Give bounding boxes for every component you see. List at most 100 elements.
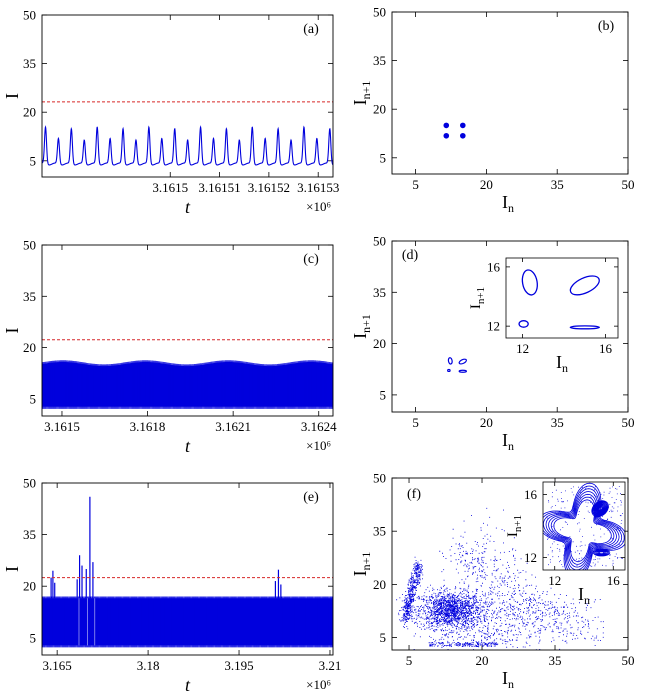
label-base: I bbox=[578, 584, 584, 604]
x-tick-label: 50 bbox=[622, 177, 635, 192]
label-sub: n bbox=[562, 361, 568, 375]
y-tick-label: 5 bbox=[380, 150, 387, 165]
panel-label: (b) bbox=[598, 19, 615, 34]
x-tick-label: 35 bbox=[551, 415, 564, 430]
y-tick-label: 16 bbox=[524, 487, 538, 502]
x-tick-label: 50 bbox=[622, 415, 635, 430]
plot-area bbox=[396, 507, 604, 650]
plot-area bbox=[42, 101, 333, 166]
panel-e: 3.165 3.18 3.195 3.21 5 20 35 50 (e) t I ×10⁶ bbox=[2, 476, 341, 696]
inset-loop bbox=[521, 269, 538, 296]
y-tick-label: 20 bbox=[23, 105, 36, 120]
y-tick-label: 12 bbox=[487, 319, 500, 334]
y-tick-label: 50 bbox=[373, 5, 386, 20]
y-tick-label: 50 bbox=[23, 238, 36, 253]
y-tick-label: 20 bbox=[373, 102, 386, 117]
y-tick-label: 16 bbox=[487, 259, 501, 274]
y-tick-label: 35 bbox=[373, 524, 386, 539]
map-point bbox=[460, 132, 466, 139]
inset-loop bbox=[569, 275, 600, 296]
axes-frame bbox=[391, 11, 629, 175]
y-tick-label: 5 bbox=[30, 153, 37, 168]
inset-x-label: In bbox=[556, 352, 568, 375]
map-point bbox=[443, 122, 450, 129]
y-axis-label: In+1 bbox=[350, 552, 373, 577]
label-base: I bbox=[350, 570, 370, 576]
inset-frame bbox=[542, 481, 626, 571]
map-loop bbox=[458, 358, 468, 365]
label-sub: n bbox=[508, 677, 514, 691]
y-tick-label: 50 bbox=[23, 476, 36, 491]
panel-label: (e) bbox=[303, 490, 319, 505]
x-tick-label: 3.16152 bbox=[248, 180, 290, 195]
map-point bbox=[460, 122, 466, 129]
series-spikes bbox=[42, 596, 333, 648]
inset-plot bbox=[518, 269, 600, 330]
label-base: I bbox=[350, 99, 370, 105]
inset-loop bbox=[518, 320, 529, 328]
y-tick-label: 20 bbox=[23, 340, 36, 355]
y-tick-label: 12 bbox=[524, 550, 537, 565]
y-tick-label: 35 bbox=[23, 527, 36, 542]
panel-label: (c) bbox=[303, 252, 319, 267]
axes-frame bbox=[41, 244, 334, 417]
x-exponent: ×10⁶ bbox=[306, 438, 331, 453]
axes-frame bbox=[41, 482, 334, 656]
x-exponent: ×10⁶ bbox=[306, 677, 331, 692]
map-loop bbox=[458, 369, 468, 373]
x-axis-label: t bbox=[185, 675, 191, 695]
inset-frame bbox=[505, 257, 619, 339]
x-tick-label: 3.1615 bbox=[152, 180, 188, 195]
y-tick-label: 20 bbox=[373, 336, 386, 351]
x-tick-label: 35 bbox=[551, 177, 564, 192]
x-tick-label: 3.195 bbox=[224, 658, 253, 673]
x-tick-label: 16 bbox=[607, 573, 621, 588]
y-tick-label: 5 bbox=[30, 630, 37, 645]
label-base: I bbox=[502, 192, 508, 212]
x-tick-label: 20 bbox=[480, 415, 493, 430]
label-sub: n+1 bbox=[359, 552, 373, 571]
y-tick-label: 5 bbox=[30, 391, 37, 406]
plot-area bbox=[443, 122, 466, 139]
y-tick-label: 35 bbox=[23, 289, 36, 304]
y-tick-label: 35 bbox=[23, 56, 36, 71]
panel-label: (d) bbox=[402, 248, 419, 263]
x-tick-label: 50 bbox=[622, 653, 635, 668]
label-sub: n bbox=[508, 439, 514, 453]
plot-area bbox=[42, 496, 333, 648]
x-tick-label: 3.1618 bbox=[130, 419, 166, 434]
x-exponent: ×10⁶ bbox=[306, 199, 331, 214]
axes-frame bbox=[391, 240, 629, 413]
map-loop bbox=[447, 368, 451, 373]
label-base: I bbox=[502, 430, 508, 450]
inset-plot bbox=[543, 482, 625, 570]
inset-x-label: In bbox=[578, 584, 590, 607]
x-tick-label: 20 bbox=[480, 177, 493, 192]
label-sub: n bbox=[584, 593, 590, 607]
y-tick-label: 35 bbox=[373, 53, 386, 68]
x-tick-label: 3.18 bbox=[137, 658, 160, 673]
label-base: I bbox=[502, 668, 508, 688]
y-axis-label: In+1 bbox=[350, 81, 373, 106]
label-sub: n+1 bbox=[475, 287, 487, 304]
y-tick-label: 50 bbox=[23, 8, 36, 23]
label-sub: n bbox=[508, 201, 514, 215]
y-tick-label: 5 bbox=[380, 630, 387, 645]
label-base: I bbox=[350, 333, 370, 339]
x-tick-label: 3.165 bbox=[43, 658, 72, 673]
inset-y-label: In+1 bbox=[468, 287, 487, 309]
x-tick-label: 3.1615 bbox=[44, 419, 80, 434]
y-tick-label: 5 bbox=[380, 387, 387, 402]
y-tick-label: 20 bbox=[373, 577, 386, 592]
x-tick-label: 3.16153 bbox=[297, 180, 339, 195]
y-axis-label: I bbox=[2, 93, 22, 99]
axes-frame bbox=[391, 477, 629, 651]
inset-y-label: In+1 bbox=[505, 515, 524, 537]
y-axis-label: I bbox=[2, 566, 22, 572]
label-sub: n+1 bbox=[359, 81, 373, 100]
x-tick-label: 12 bbox=[516, 341, 529, 356]
x-tick-label: 5 bbox=[412, 177, 419, 192]
